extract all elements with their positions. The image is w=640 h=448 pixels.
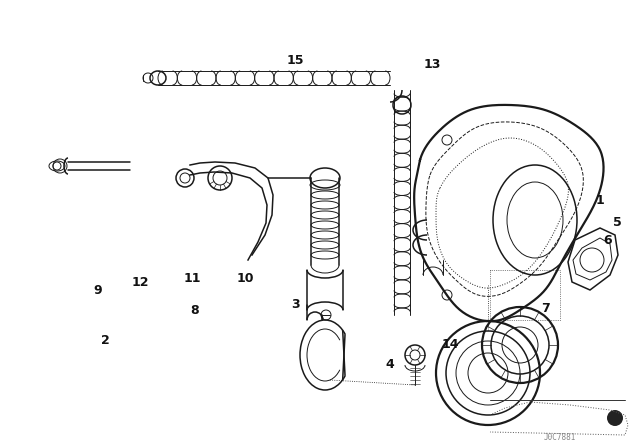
Text: 7: 7 <box>541 302 549 314</box>
Text: 13: 13 <box>423 59 441 72</box>
Text: 4: 4 <box>386 358 394 371</box>
Text: 15: 15 <box>286 53 304 66</box>
Text: 12: 12 <box>131 276 148 289</box>
Text: 14: 14 <box>441 339 459 352</box>
Text: 2: 2 <box>100 333 109 346</box>
Text: 5: 5 <box>612 215 621 228</box>
Circle shape <box>607 410 623 426</box>
Text: 10: 10 <box>236 271 253 284</box>
Text: J0C7881: J0C7881 <box>544 432 576 441</box>
Text: 3: 3 <box>291 298 300 311</box>
Text: 6: 6 <box>604 233 612 246</box>
Text: 9: 9 <box>93 284 102 297</box>
Text: 11: 11 <box>183 271 201 284</box>
Text: 8: 8 <box>191 303 199 316</box>
Text: 1: 1 <box>596 194 604 207</box>
